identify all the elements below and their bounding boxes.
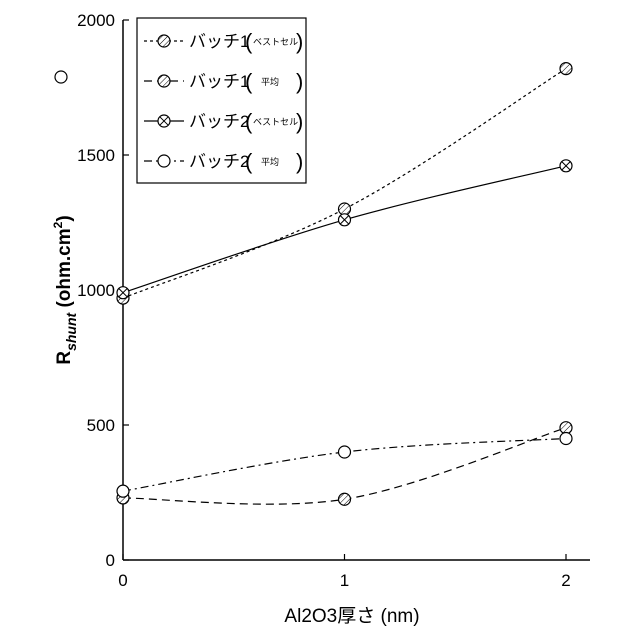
marker-circle — [339, 493, 351, 505]
marker-circle — [560, 433, 572, 445]
legend-paren-close: ) — [296, 69, 303, 94]
series-line — [123, 166, 566, 293]
marker-circle — [339, 203, 351, 215]
y-tick-label: 0 — [106, 551, 115, 570]
data-point — [117, 485, 129, 497]
legend-paren-close: ) — [296, 29, 303, 54]
y-axis-label-close: ) — [54, 215, 75, 221]
x-tick-label: 2 — [561, 571, 570, 590]
y-tick-label: 2000 — [77, 11, 115, 30]
x-tick-label: 1 — [340, 571, 349, 590]
legend-note: 平均 — [261, 156, 279, 167]
legend-marker — [158, 155, 170, 167]
y-axis-label: Rshunt (ohm.cm2) — [51, 215, 79, 364]
marker-circle — [55, 71, 67, 83]
y-axis-label-unit: (ohm.cm — [54, 228, 75, 312]
legend-note: ベストセル — [253, 117, 298, 127]
legend-paren-close: ) — [296, 149, 303, 174]
legend-paren-open: ( — [245, 29, 253, 54]
legend-label: バッチ2 — [189, 152, 249, 171]
legend-marker — [158, 35, 170, 47]
data-point — [560, 433, 572, 445]
series-layer — [55, 63, 572, 506]
data-point — [339, 446, 351, 458]
data-point — [560, 63, 572, 75]
data-point — [339, 214, 351, 226]
y-axis-label-sub: shunt — [63, 311, 79, 350]
data-point — [339, 493, 351, 505]
marker-circle — [117, 485, 129, 497]
data-point — [560, 160, 572, 172]
y-tick-label: 500 — [87, 416, 115, 435]
y-tick-label: 1000 — [77, 281, 115, 300]
legend-marker — [158, 115, 170, 127]
y-axis-label-main: R — [54, 351, 75, 365]
series-4 — [117, 433, 572, 498]
series-2 — [117, 422, 572, 506]
stray-marker — [55, 71, 67, 83]
legend-label: バッチ1 — [189, 72, 249, 91]
marker-circle — [158, 75, 170, 87]
legend: バッチ1(ベストセル)バッチ1(平均)バッチ2(ベストセル)バッチ2(平均) — [137, 18, 306, 183]
data-point — [339, 203, 351, 215]
data-point — [117, 287, 129, 299]
legend-paren-open: ( — [245, 109, 253, 134]
legend-paren-open: ( — [245, 149, 253, 174]
x-axis-label: Al2O3厚さ (nm) — [284, 606, 419, 627]
marker-circle — [158, 155, 170, 167]
legend-note: ベストセル — [253, 37, 298, 47]
legend-paren-close: ) — [296, 109, 303, 134]
legend-label: バッチ2 — [189, 112, 249, 131]
legend-label: バッチ1 — [189, 32, 249, 51]
marker-circle — [560, 63, 572, 75]
x-tick-label: 0 — [118, 571, 127, 590]
marker-circle — [339, 446, 351, 458]
legend-paren-open: ( — [245, 69, 253, 94]
legend-note: 平均 — [261, 76, 279, 87]
legend-marker — [158, 75, 170, 87]
marker-circle — [158, 35, 170, 47]
y-tick-label: 1500 — [77, 146, 115, 165]
